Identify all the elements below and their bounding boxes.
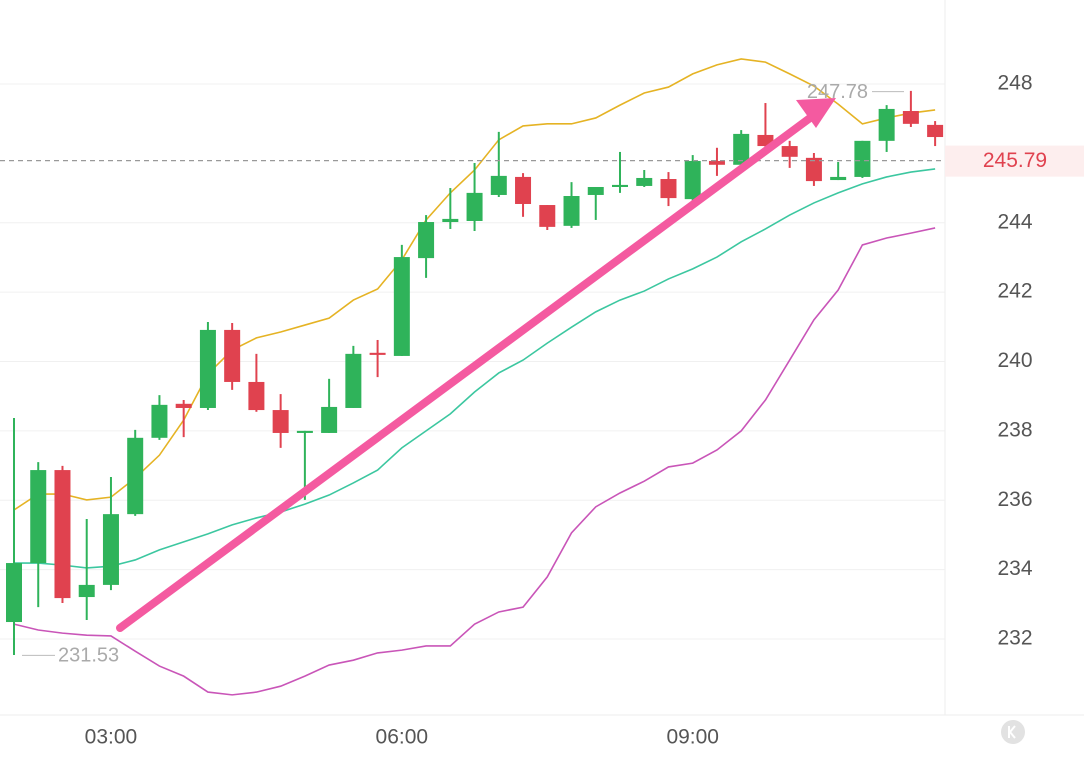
candle-body <box>636 177 653 186</box>
candle-body <box>781 146 798 157</box>
candle-body <box>345 353 362 408</box>
y-tick-label: 236 <box>997 488 1032 511</box>
y-tick-label: 248 <box>997 72 1032 95</box>
candle-body <box>490 175 507 195</box>
band-line <box>14 168 936 569</box>
x-tick-label: 09:00 <box>666 726 719 749</box>
candle-body <box>927 124 944 138</box>
candle-body <box>54 470 71 599</box>
candle-body <box>515 176 532 204</box>
candle-body <box>418 222 435 259</box>
y-tick-label: 232 <box>997 627 1032 650</box>
candle-body <box>660 179 677 199</box>
candle-body <box>902 111 919 124</box>
max-label: 247.78 <box>807 81 868 103</box>
kline-button[interactable] <box>1001 720 1025 744</box>
y-tick-label: 238 <box>997 418 1032 441</box>
candle-body <box>127 437 144 515</box>
plot: 232 234 236 238 240 242 244 248 03:00 06:00 09:00 2… <box>0 58 1084 749</box>
candle-body <box>6 563 22 623</box>
arrow-shaft <box>116 114 814 632</box>
candle-body <box>296 430 313 433</box>
candle-body <box>830 176 847 181</box>
y-tick-label: 244 <box>997 210 1032 233</box>
candle-body <box>563 196 580 226</box>
candle-body <box>321 406 338 433</box>
x-tick-label: 06:00 <box>376 726 429 749</box>
x-tick-label: 03:00 <box>85 726 138 749</box>
candle-body <box>757 134 774 147</box>
candle-body <box>102 514 119 585</box>
button-bg[interactable] <box>1001 720 1025 744</box>
candle-body <box>78 584 95 598</box>
candle-body <box>805 157 822 182</box>
trend-arrow <box>116 98 836 632</box>
candle-body <box>393 257 410 356</box>
candle-body <box>272 410 289 433</box>
candle-body <box>612 184 628 187</box>
y-tick-label: 240 <box>997 349 1032 372</box>
candle-body <box>878 108 895 141</box>
candle-body <box>708 160 725 165</box>
candle-body <box>224 329 241 382</box>
candle-body <box>442 218 459 223</box>
min-label: 231.53 <box>58 645 119 667</box>
y-tick-label: 242 <box>997 280 1032 303</box>
last-price-label: 245.79 <box>983 149 1047 172</box>
y-tick-label: 234 <box>997 557 1032 580</box>
candle-body <box>587 186 604 195</box>
candle-body <box>854 140 871 177</box>
candle-body <box>248 381 265 411</box>
candle-body <box>199 329 216 408</box>
candle-body <box>369 352 386 355</box>
arrow-head <box>796 98 836 128</box>
last-price-box <box>945 145 1084 177</box>
candle-body <box>466 192 483 221</box>
candle-body <box>30 470 47 564</box>
candle-body <box>733 133 750 165</box>
band-line <box>13 227 936 696</box>
candle-body <box>539 205 556 227</box>
candle-body <box>151 404 168 438</box>
candle-body <box>684 160 701 200</box>
candle-body <box>175 403 192 408</box>
